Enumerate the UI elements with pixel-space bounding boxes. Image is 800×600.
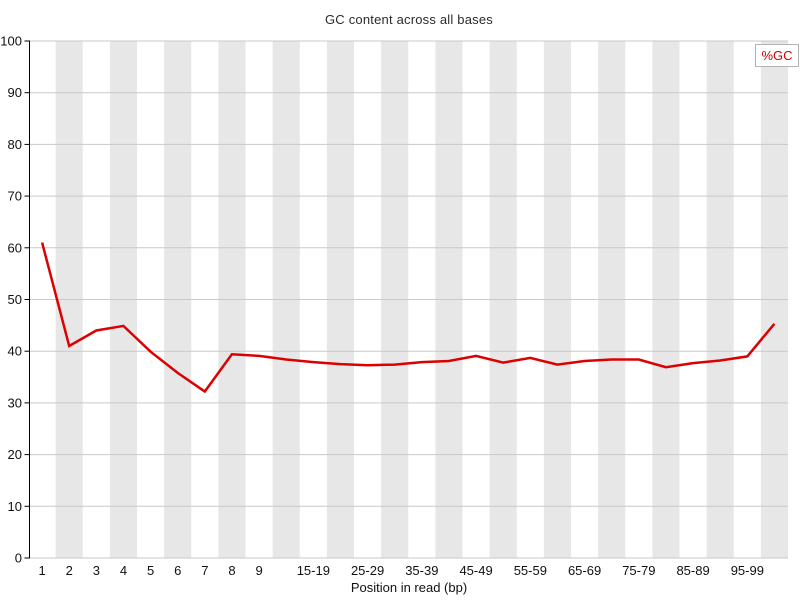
- x-tick-label: 85-89: [676, 563, 709, 578]
- x-tick-label: 75-79: [622, 563, 655, 578]
- x-tick-label: 2: [66, 563, 73, 578]
- x-tick-label: 6: [174, 563, 181, 578]
- chart-title: GC content across all bases: [325, 12, 493, 27]
- x-tick-label: 4: [120, 563, 127, 578]
- y-tick-label: 30: [8, 395, 22, 410]
- x-tick-label: 35-39: [405, 563, 438, 578]
- y-tick-label: 10: [8, 499, 22, 514]
- gc-line: [40, 242, 776, 394]
- x-tick-label: 55-59: [514, 563, 547, 578]
- x-tick-label: 25-29: [351, 563, 384, 578]
- x-tick-label: 9: [255, 563, 262, 578]
- x-tick-label: 7: [201, 563, 208, 578]
- y-tick-label: 100: [0, 34, 22, 49]
- x-tick-label: 8: [228, 563, 235, 578]
- x-tick-label: 5: [147, 563, 154, 578]
- legend-label: %GC: [761, 48, 793, 63]
- y-tick-label: 70: [8, 189, 22, 204]
- y-tick-label: 50: [8, 292, 22, 307]
- x-axis-title: Position in read (bp): [350, 580, 468, 595]
- x-tick-label: 95-99: [731, 563, 764, 578]
- y-tick-label: 20: [8, 447, 22, 462]
- x-tick-label: 3: [93, 563, 100, 578]
- x-tick-label: 15-19: [297, 563, 330, 578]
- legend-box: %GC: [755, 44, 799, 67]
- y-tick-label: 80: [8, 137, 22, 152]
- x-tick-label: 45-49: [459, 563, 492, 578]
- x-tick-label: 65-69: [568, 563, 601, 578]
- y-tick-label: 60: [8, 240, 22, 255]
- y-tick-label: 0: [15, 551, 22, 566]
- x-tick-label: 1: [38, 563, 45, 578]
- y-tick-label: 40: [8, 344, 22, 359]
- y-tick-label: 90: [8, 85, 22, 100]
